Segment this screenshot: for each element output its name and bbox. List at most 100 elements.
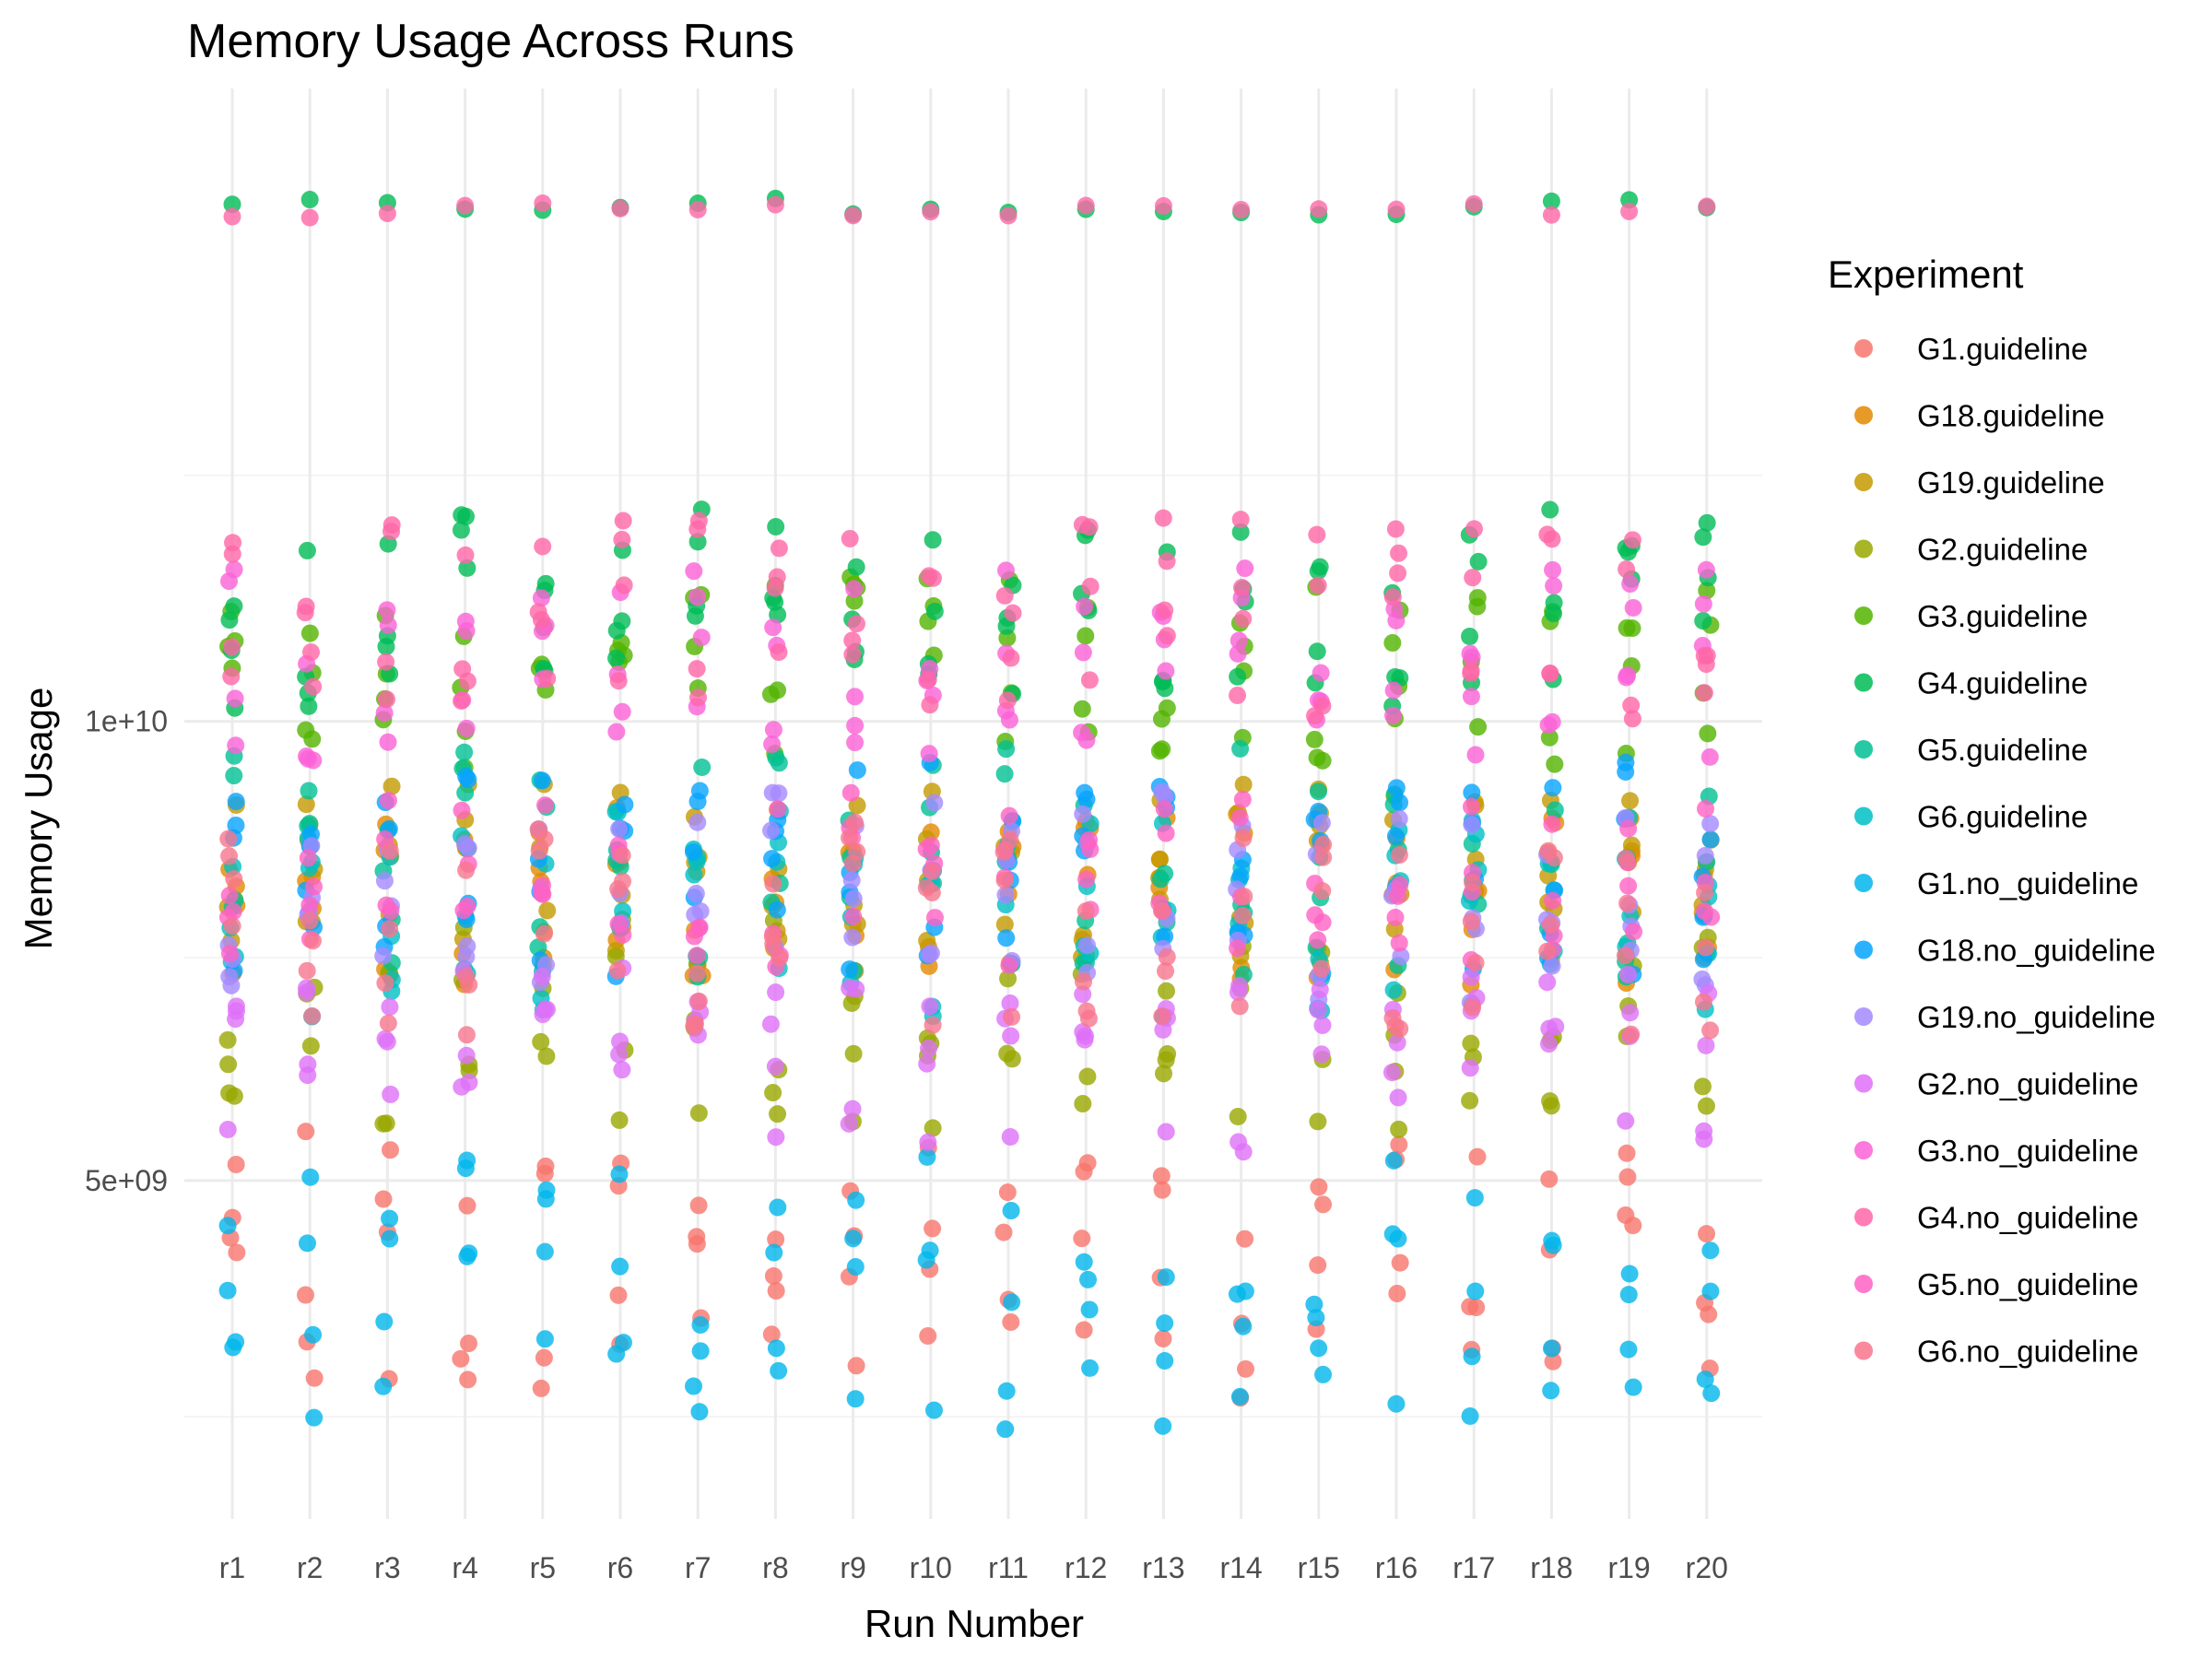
data-point <box>529 938 547 957</box>
data-point <box>997 1382 1016 1400</box>
data-point <box>1392 947 1410 966</box>
data-point <box>538 669 557 688</box>
data-point <box>1546 801 1564 819</box>
data-point <box>535 1330 554 1348</box>
data-point <box>1701 830 1720 849</box>
data-point <box>1387 200 1406 218</box>
data-point <box>997 929 1016 947</box>
data-point <box>689 688 708 707</box>
data-point <box>1461 644 1479 663</box>
data-point <box>225 767 243 785</box>
data-point <box>1004 604 1022 622</box>
data-point <box>1544 605 1562 623</box>
data-point <box>379 616 397 634</box>
data-point <box>1157 1123 1175 1141</box>
data-point <box>1309 782 1327 801</box>
data-point <box>764 721 782 739</box>
x-tick-label: r9 <box>840 1551 865 1584</box>
data-point <box>1080 1300 1099 1319</box>
data-point <box>220 1084 239 1102</box>
data-point <box>846 1258 865 1277</box>
data-point <box>918 1054 936 1073</box>
data-point <box>997 740 1016 759</box>
data-point <box>1391 794 1409 812</box>
data-point <box>1383 1008 1402 1027</box>
data-point <box>304 677 323 696</box>
data-point <box>226 689 244 708</box>
data-point <box>1543 815 1561 833</box>
data-point <box>1002 1202 1020 1220</box>
data-point <box>218 1281 237 1300</box>
data-point <box>1695 1122 1713 1140</box>
data-point <box>538 901 557 920</box>
data-point <box>1230 808 1249 827</box>
data-point <box>995 765 1014 783</box>
data-point <box>1158 552 1176 571</box>
x-tick-label: r20 <box>1686 1551 1728 1584</box>
data-point <box>301 643 320 662</box>
data-point <box>1309 1256 1327 1275</box>
data-point <box>381 998 399 1017</box>
data-point <box>1390 809 1408 828</box>
data-point <box>1544 560 1562 579</box>
data-point <box>1158 627 1176 645</box>
data-point <box>998 691 1017 710</box>
data-point <box>920 745 938 763</box>
data-point <box>846 688 865 706</box>
data-point <box>1541 1092 1559 1111</box>
data-point <box>994 1223 1013 1241</box>
data-point <box>1156 601 1174 619</box>
data-point <box>1387 611 1406 629</box>
data-point <box>1544 1352 1562 1371</box>
data-point <box>1314 1195 1333 1214</box>
data-point <box>768 568 786 586</box>
y-tick-label: 1e+10 <box>85 705 168 738</box>
data-point <box>770 754 788 772</box>
data-point <box>299 849 317 867</box>
data-point <box>218 1121 237 1139</box>
data-point <box>1618 894 1637 912</box>
data-point <box>1622 1025 1641 1043</box>
x-tick-label: r10 <box>910 1551 952 1584</box>
data-point <box>611 1032 629 1051</box>
data-point <box>1155 800 1173 818</box>
data-point <box>460 1335 478 1353</box>
data-point <box>1694 993 1712 1011</box>
chart-title: Memory Usage Across Runs <box>187 15 794 68</box>
data-point <box>607 621 626 640</box>
data-point <box>1699 724 1717 743</box>
data-point <box>224 534 242 552</box>
data-point <box>1309 1001 1327 1019</box>
data-point <box>1236 1230 1254 1248</box>
data-point <box>1080 671 1099 689</box>
data-point <box>1230 1387 1249 1406</box>
data-point <box>841 529 859 547</box>
data-point <box>1001 994 1019 1012</box>
data-point <box>1540 728 1559 747</box>
data-point <box>1075 1321 1093 1339</box>
legend-key <box>1854 1207 1873 1227</box>
data-point <box>533 771 551 790</box>
data-point <box>1539 716 1558 735</box>
data-point <box>1461 1406 1479 1425</box>
y-axis-ticks: 5e+09 1e+10 <box>85 705 168 1197</box>
data-point <box>1622 696 1641 714</box>
data-point <box>689 992 708 1010</box>
data-point <box>999 206 1018 225</box>
data-point <box>1002 1027 1020 1045</box>
data-point <box>692 629 711 647</box>
data-point <box>1002 1312 1020 1331</box>
data-point <box>534 194 552 212</box>
data-point <box>1314 848 1333 866</box>
data-point <box>613 846 631 865</box>
data-point <box>767 983 785 1002</box>
data-point <box>1308 642 1326 661</box>
data-point <box>924 1016 942 1034</box>
data-point <box>924 569 942 587</box>
data-point <box>764 1084 782 1102</box>
data-point <box>1159 1045 1177 1064</box>
data-point <box>303 932 322 950</box>
data-point <box>304 1325 323 1344</box>
data-point <box>1468 1147 1487 1166</box>
data-point <box>843 928 862 947</box>
